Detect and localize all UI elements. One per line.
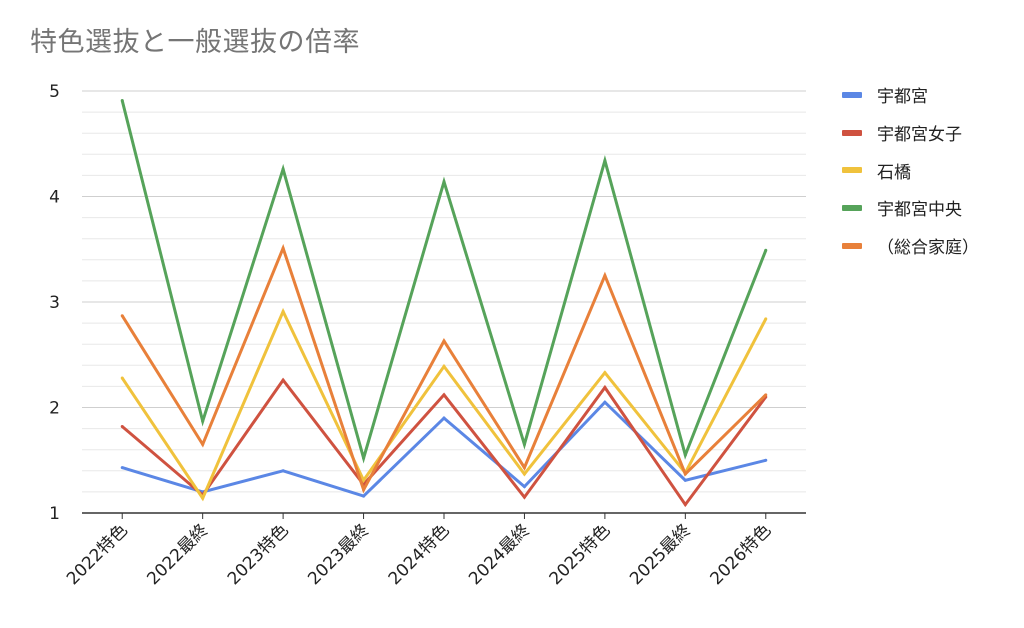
x-tick-label: 2022特色 (63, 520, 132, 589)
data-point (281, 469, 285, 473)
data-point (201, 496, 205, 500)
data-point (683, 503, 687, 507)
data-point (281, 246, 285, 250)
data-point (120, 424, 124, 428)
legend-swatch (842, 242, 862, 249)
data-point (201, 442, 205, 446)
legend-label: 宇都宮中央 (877, 200, 962, 221)
data-point (683, 472, 687, 476)
data-point (764, 317, 768, 321)
data-point (522, 495, 526, 499)
x-tick-label: 2023特色 (224, 520, 293, 589)
data-point (281, 167, 285, 171)
data-point (120, 376, 124, 380)
data-point (362, 456, 366, 460)
legend-item: 宇都宮中央 (842, 189, 979, 227)
legend-label: （総合家庭） (877, 238, 979, 259)
y-tick-label: 2 (49, 399, 60, 419)
data-point (442, 393, 446, 397)
x-tick-label: 2026特色 (707, 520, 776, 589)
legend-swatch (842, 91, 862, 98)
y-tick-label: 3 (49, 293, 60, 313)
data-point (362, 478, 366, 482)
data-point (764, 248, 768, 252)
legend-item: （総合家庭） (842, 227, 979, 265)
data-point (764, 458, 768, 462)
x-tick-label: 2024最終 (465, 520, 534, 589)
data-point (603, 385, 607, 389)
data-point (603, 159, 607, 163)
chart-title: 特色選抜と一般選抜の倍率 (30, 27, 360, 58)
axes (82, 512, 806, 519)
data-point (362, 488, 366, 492)
data-point (442, 416, 446, 420)
x-tick-labels: 2022特色 2022最終 2023特色 2023最終 2024特色 2024最終 2025… (63, 520, 775, 589)
data-point (603, 400, 607, 404)
x-tick-label: 2023最終 (304, 520, 373, 589)
legend-item: 石橋 (842, 151, 979, 189)
data-point (201, 419, 205, 423)
x-tick-label: 2025最終 (626, 520, 695, 589)
legend-swatch (842, 129, 862, 136)
data-point (683, 478, 687, 482)
data-point (522, 472, 526, 476)
data-point (603, 371, 607, 375)
legend-label: 石橋 (877, 162, 911, 183)
y-tick-label: 4 (49, 188, 60, 208)
data-point (120, 98, 124, 102)
data-point (120, 314, 124, 318)
data-point (522, 442, 526, 446)
data-point (281, 378, 285, 382)
series-lines (120, 98, 768, 508)
x-tick-label: 2025特色 (546, 520, 615, 589)
y-tick-labels: 1 2 3 4 5 (49, 82, 60, 524)
legend-swatch (842, 204, 862, 211)
data-point (603, 274, 607, 278)
gridlines (82, 90, 806, 493)
legend-item: 宇都宮 (842, 76, 979, 114)
x-tick-label: 2024特色 (385, 520, 454, 589)
data-point (281, 309, 285, 313)
data-point (442, 339, 446, 343)
data-point (120, 466, 124, 470)
data-point (442, 364, 446, 368)
data-point (764, 393, 768, 397)
data-point (522, 485, 526, 489)
y-tick-label: 1 (49, 504, 60, 524)
x-tick-label: 2022最終 (143, 520, 212, 589)
data-point (683, 453, 687, 457)
data-point (442, 180, 446, 184)
y-tick-label: 5 (49, 82, 60, 102)
data-point (362, 494, 366, 498)
data-point (522, 466, 526, 470)
legend-swatch (842, 167, 862, 174)
legend-item: 宇都宮女子 (842, 114, 979, 152)
legend-label: 宇都宮女子 (877, 125, 962, 146)
legend: 宇都宮宇都宮女子石橋宇都宮中央 （総合家庭） (842, 76, 979, 264)
legend-label: 宇都宮 (877, 87, 928, 108)
